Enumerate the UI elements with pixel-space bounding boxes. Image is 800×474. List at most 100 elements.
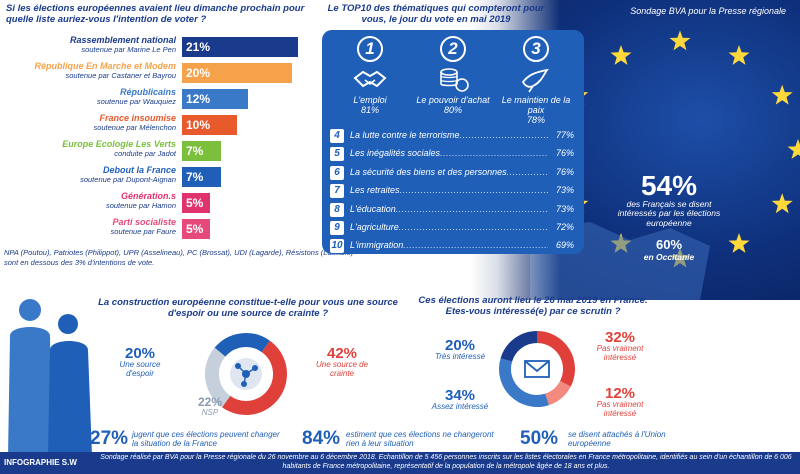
- rank-badge: 1: [357, 36, 383, 62]
- rank-label-wrap: La lutte contre le terrorisme...........…: [350, 130, 548, 140]
- fear-value: 42%: [326, 345, 358, 362]
- party-name: République En Marche et Modem: [34, 61, 176, 71]
- rank-label: L'agriculture: [350, 221, 399, 232]
- party-bar: 5%: [182, 219, 210, 239]
- party-bar: 10%: [182, 115, 237, 135]
- rank-number: 8: [330, 202, 344, 217]
- flag-star: [728, 233, 750, 253]
- bar-labels: France insoumise soutenue par Mélenchon: [0, 113, 176, 132]
- bottom-stat-value: 50%: [520, 428, 559, 449]
- party-name: Debout la France: [102, 165, 176, 175]
- very-interested-value: 20%: [444, 337, 476, 354]
- not-at-all-value: 12%: [604, 385, 636, 402]
- vote-question: Si les élections européennes avaient lie…: [6, 3, 305, 25]
- top3-value: 80%: [443, 104, 462, 115]
- rank-number: 10: [330, 239, 344, 254]
- party-name: Rassemblement national: [69, 35, 176, 45]
- rank-badge: 3: [523, 36, 549, 62]
- rather-interested-stat: 34% Assez intéressé: [420, 388, 500, 412]
- top3-item-2: 2 Le pouvoir d'achat 80%: [413, 36, 493, 116]
- leader-dots: ........................................…: [398, 221, 548, 232]
- bar-row: Génération.s soutenue par Hamon 5%: [4, 190, 304, 216]
- top10-panel: 1 L'emploi 81% 2 Le pouvoir d'achat 80%: [322, 30, 584, 254]
- bar-row: Républicains soutenue par Wauquiez 12%: [4, 86, 304, 112]
- bottom-stat-text: estiment que ces élections ne changeront…: [346, 430, 494, 449]
- not-really-text: Pas vraiment intéressé: [596, 344, 644, 362]
- people-silhouette: [8, 299, 92, 456]
- top3-value: 81%: [360, 104, 379, 115]
- party-bar: 20%: [182, 63, 292, 83]
- rank-value: 73%: [555, 185, 574, 196]
- not-at-all-segment: [544, 380, 571, 406]
- interest-donut: [499, 331, 575, 407]
- rank-label-wrap: L'éducation.............................…: [350, 204, 548, 214]
- rank-value: 76%: [555, 166, 574, 177]
- not-at-all-text: Pas vraiment intéressé: [596, 400, 644, 418]
- not-really-value: 32%: [604, 329, 636, 346]
- party-bar: 7%: [182, 167, 221, 187]
- rank-label-wrap: Les retraites...........................…: [350, 185, 548, 195]
- handshake-icon: [353, 70, 387, 88]
- footer-methodology: Sondage réalisé par BVA pour la Presse r…: [100, 454, 792, 470]
- rank-number: 4: [330, 129, 344, 143]
- flag-star: [669, 30, 691, 51]
- party-leader: soutenue par Hamon: [105, 200, 176, 210]
- bottom-stat-value: 84%: [302, 428, 341, 449]
- top3-item-1: 1 L'emploi 81%: [330, 36, 410, 116]
- fear-stat: 42% Une source de crainte: [312, 346, 372, 379]
- top3-item-3: 3 Le maintien de la paix 78%: [496, 36, 576, 126]
- bar-row: France insoumise soutenue par Mélenchon 10…: [4, 112, 304, 138]
- rank-badge: 2: [440, 36, 466, 62]
- rank-number: 9: [330, 220, 344, 235]
- rank-value: 72%: [555, 221, 574, 232]
- rather-interested-text: Assez intéressé: [431, 402, 489, 411]
- bar-labels: République En Marche et Modem soutenue pa…: [0, 61, 177, 80]
- fear-segment: [222, 340, 287, 415]
- occitanie-text: en Occitanie: [643, 252, 695, 263]
- party-leader: soutenue par Wauquiez: [96, 96, 176, 106]
- bar-labels: Debout la France soutenue par Dupont-Aign…: [0, 165, 176, 184]
- rank-row: 9 L'agriculture..........................…: [330, 219, 576, 237]
- party-bar: 12%: [182, 89, 248, 109]
- dove-icon: [521, 68, 549, 93]
- top10-title: Le TOP10 des thématiques qui compteront …: [327, 3, 545, 25]
- hope-segment: [214, 333, 270, 357]
- rank-row: 10 L'immigration.........................…: [330, 237, 576, 255]
- rank-label: La sécurité des biens et des personnes: [350, 166, 507, 177]
- top3-label: L'emploi: [353, 95, 387, 105]
- construction-question: La construction européenne constitue-t-e…: [98, 297, 398, 319]
- national-interest-value: 54%: [640, 170, 698, 201]
- bar-labels: Europe Ecologie Les Verts conduite par Ja…: [0, 139, 176, 158]
- leader-dots: ........................................…: [506, 166, 548, 177]
- party-leader: soutenue par Faure: [110, 226, 176, 236]
- party-leader: soutenue par Marine Le Pen: [81, 44, 176, 54]
- party-leader: soutenue par Castaner et Bayrou: [65, 70, 177, 80]
- bar-labels: Parti socialiste soutenue par Faure: [0, 217, 176, 236]
- flag-star: [771, 193, 793, 214]
- flag-star: [610, 45, 632, 65]
- interest-question: Ces élections auront lieu le 26 mai 2019…: [418, 295, 648, 317]
- bottom-stat-text: se disent attachés à l'Union européenne: [568, 430, 666, 449]
- rank-label: Les inégalités sociales: [350, 148, 441, 159]
- rank-row: 4 La lutte contre le terrorisme..........…: [330, 127, 576, 145]
- occitanie-value: 60%: [655, 237, 683, 252]
- footer: INFOGRAPHIE S.W Sondage réalisé par BVA …: [0, 452, 800, 474]
- rank-label-wrap: Les inégalités sociales.................…: [350, 148, 548, 158]
- leader-dots: ........................................…: [395, 203, 548, 214]
- rank-value: 69%: [555, 240, 574, 251]
- rank-label: L'immigration: [350, 240, 404, 251]
- coins-icon: [440, 68, 469, 92]
- party-name: Républicains: [119, 87, 176, 97]
- bar-row: Europe Ecologie Les Verts conduite par Ja…: [4, 138, 304, 164]
- rank-row: 6 La sécurité des biens et des personnes.…: [330, 164, 576, 182]
- party-name: Parti socialiste: [112, 217, 176, 227]
- not-really-stat: 32% Pas vraiment intéressé: [580, 330, 660, 363]
- not-at-all-stat: 12% Pas vraiment intéressé: [580, 386, 660, 419]
- hope-value: 20%: [124, 345, 156, 362]
- bar-labels: Républicains soutenue par Wauquiez: [0, 87, 176, 106]
- hope-stat: 20% Une source d'espoir: [110, 346, 170, 379]
- party-name: Génération.s: [120, 191, 176, 201]
- rather-interested-value: 34%: [444, 387, 476, 404]
- network-icon: [230, 358, 262, 390]
- rank-number: 7: [330, 184, 344, 199]
